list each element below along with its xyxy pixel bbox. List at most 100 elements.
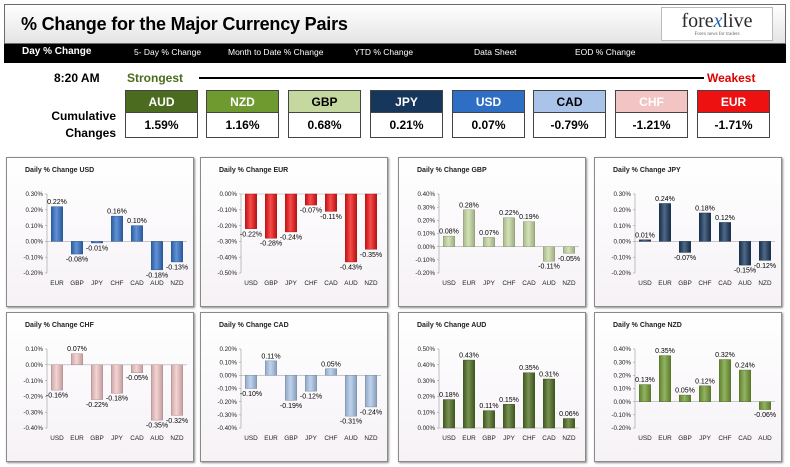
logo-tagline: Forex news for traders [694,32,740,37]
tab-bar: Day % Change 5- Day % Change Month to Da… [4,44,786,63]
data-label: -0.12% [300,394,322,401]
strongest-label: Strongest [127,71,184,85]
bar [698,385,711,402]
data-label: 0.12% [695,378,715,385]
y-tick-label: -0.20% [415,270,435,277]
x-tick-label: CHF [522,435,535,442]
bar [344,193,357,263]
y-tick-label: 0.00% [219,373,237,380]
data-label: -0.05% [126,375,148,382]
chart-title: Daily % Change JPY [613,167,681,174]
data-label: -0.22% [240,231,262,238]
x-tick-label: CHF [110,280,123,287]
bar [90,364,103,400]
bar [304,375,317,392]
x-tick-label: CHF [304,280,317,287]
x-tick-label: CAD [522,280,536,287]
bar-chart-eur: 0.00% -0.10% -0.20% -0.30% -0.40% -0.50% -0.22… [217,191,382,287]
chart-panel-cad: Daily % Change CAD 0.20% 0.10% 0.00% -0.10%… [200,312,388,462]
data-label: 0.13% [635,377,655,384]
currency-card-aud: AUD 1.59% [125,90,198,138]
tab-data-sheet[interactable]: Data Sheet [474,47,517,57]
tab-month-to-date-change[interactable]: Month to Date % Change [228,47,324,57]
y-tick-label: 0.40% [417,191,435,198]
bar [364,193,377,250]
y-tick-label: 0.20% [417,218,435,225]
y-tick-label: -0.50% [217,270,237,277]
chart-panel-eur: Daily % Change EUR 0.00% -0.10% -0.20% -0.3… [200,157,388,307]
currency-card-chf: CHF -1.21% [615,90,688,138]
bar [264,360,277,376]
bar [264,193,277,239]
cumulative-changes-label: Cumulative Changes [51,109,116,140]
x-tick-label: USD [442,435,456,442]
x-tick-label: EUR [462,280,476,287]
y-tick-label: 0.20% [219,346,237,353]
x-tick-label: EUR [50,280,64,287]
chart-panel-chf: Daily % Change CHF 0.10% 0.00% -0.10% -0.20… [6,312,194,462]
bar [482,410,495,429]
x-tick-label: USD [638,435,652,442]
bar [110,364,123,394]
x-tick-label: EUR [70,435,84,442]
tab-ytd-change[interactable]: YTD % Change [354,47,414,57]
bar [364,375,377,408]
data-label: -0.07% [300,208,322,215]
y-tick-label: 0.10% [613,386,631,393]
x-tick-label: USD [638,280,652,287]
y-tick-label: 0.50% [417,346,435,353]
data-label: 0.06% [559,411,579,418]
y-tick-label: -0.40% [217,425,237,432]
y-tick-label: 0.30% [613,191,631,198]
forexlive-logo[interactable]: forexlive Forex news for traders [661,7,773,41]
data-label: -0.24% [360,409,382,416]
y-tick-label: -0.30% [217,412,237,419]
x-tick-label: NZD [364,280,378,287]
x-tick-label: NZD [364,435,378,442]
y-tick-label: -0.30% [217,239,237,246]
data-label: -0.07% [674,255,696,262]
y-tick-label: 0.40% [417,362,435,369]
data-label: -0.43% [340,264,362,271]
data-label: 0.11% [479,403,498,410]
data-label: 0.05% [675,388,695,395]
chart-panel-usd: Daily % Change USD 0.30% 0.20% 0.10% 0.00% -… [6,157,194,307]
tab-day-change[interactable]: Day % Change [22,46,92,57]
bar [522,221,535,247]
currency-card-usd: USD 0.07% [452,90,525,138]
bar-chart-chf: 0.10% 0.00% -0.10% -0.20% -0.30% -0.40% -0.16%… [23,346,188,442]
y-tick-label: 0.00% [219,191,237,198]
data-label: 0.22% [499,210,519,217]
x-tick-label: AUD [150,435,164,442]
weakest-label: Weakest [707,71,756,85]
x-tick-label: AUD [344,280,358,287]
currency-card-nzd: NZD 1.16% [206,90,279,138]
tab-5-day-change[interactable]: 5- Day % Change [134,47,202,57]
bar [542,378,555,429]
data-label: 0.12% [715,215,735,222]
bar [522,372,535,429]
x-tick-label: EUR [658,435,672,442]
bar [130,225,143,242]
tab-eod-change[interactable]: EOD % Change [575,47,636,57]
x-tick-label: GBP [678,280,692,287]
data-label: -0.15% [734,268,756,275]
cumulative-value: -0.79% [533,113,606,138]
data-label: -0.35% [146,423,168,430]
y-tick-label: -0.40% [23,425,43,432]
data-label: -0.11% [320,214,342,221]
data-label: 0.19% [519,214,539,221]
data-label: -0.24% [280,234,302,241]
data-label: -0.11% [538,264,560,271]
bar [70,353,83,366]
x-tick-label: EUR [462,435,476,442]
x-tick-label: GBP [264,280,278,287]
bar [758,241,771,261]
y-tick-label: -0.10% [217,386,237,393]
update-time: 8:20 AM [54,71,100,85]
x-tick-label: GBP [482,435,496,442]
bar [698,212,711,242]
y-tick-label: 0.30% [25,191,43,198]
data-label: 0.31% [539,372,559,379]
y-tick-label: -0.20% [217,399,237,406]
